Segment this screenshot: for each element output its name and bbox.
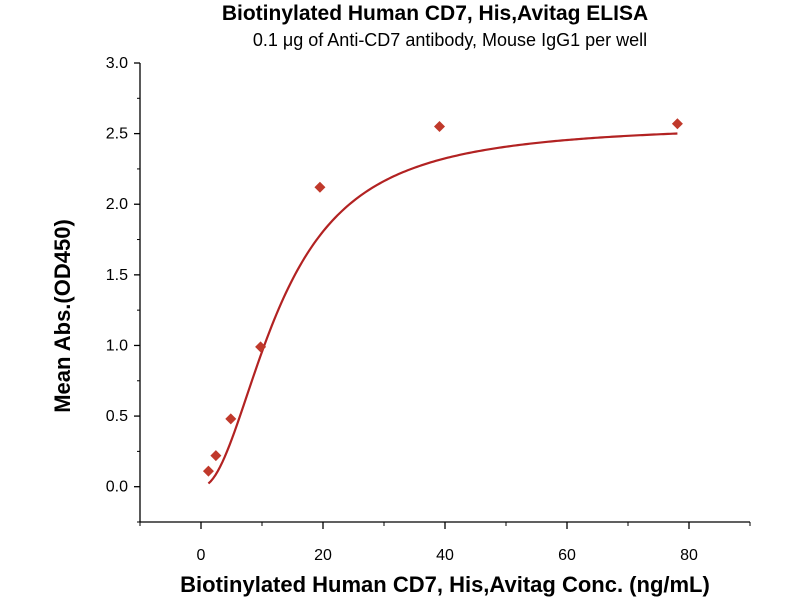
x-tick-label: 60 bbox=[558, 547, 576, 564]
data-point bbox=[225, 413, 237, 425]
axes: 0.0 0.5 1.0 1.5 2.0 2.5 3.0 0 20 40 60 80 bbox=[106, 55, 751, 564]
data-points-layer bbox=[202, 118, 683, 477]
y-tick-label: 2.0 bbox=[106, 196, 128, 213]
fit-curve-layer bbox=[207, 132, 678, 485]
y-tick-label: 1.0 bbox=[106, 337, 128, 354]
x-tick-label: 0 bbox=[197, 547, 206, 564]
y-tick-label: 2.5 bbox=[106, 126, 128, 143]
y-tick-label: 1.5 bbox=[106, 267, 128, 284]
data-point bbox=[210, 450, 222, 462]
data-point bbox=[314, 181, 326, 193]
data-point bbox=[255, 341, 267, 353]
y-tick-label: 3.0 bbox=[106, 55, 128, 72]
y-tick-label: 0.0 bbox=[106, 479, 128, 496]
y-axis-label: Mean Abs.(OD450) bbox=[50, 219, 75, 413]
x-axis-label: Biotinylated Human CD7, His,Avitag Conc.… bbox=[180, 572, 710, 597]
fit-curve bbox=[207, 132, 678, 485]
chart-title: Biotinylated Human CD7, His,Avitag ELISA bbox=[221, 2, 649, 25]
x-tick-label: 20 bbox=[314, 547, 332, 564]
x-tick-label: 40 bbox=[436, 547, 454, 564]
data-point bbox=[434, 121, 446, 133]
y-tick-label: 0.5 bbox=[106, 408, 128, 425]
chart-subtitle: 0.1 μg of Anti-CD7 antibody, Mouse IgG1 … bbox=[252, 30, 648, 50]
x-tick-label: 80 bbox=[680, 547, 698, 564]
data-point bbox=[671, 118, 683, 130]
data-point bbox=[202, 465, 214, 477]
